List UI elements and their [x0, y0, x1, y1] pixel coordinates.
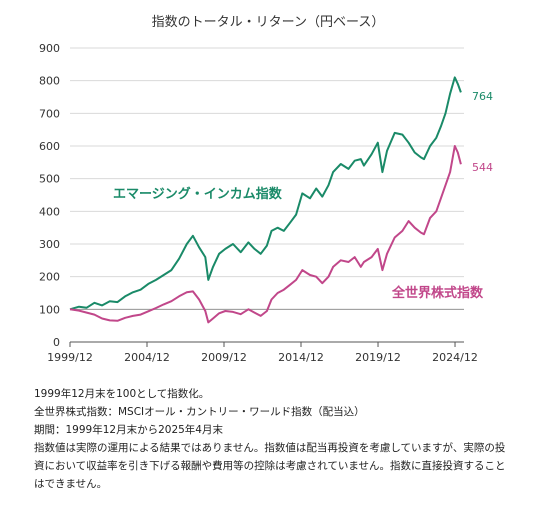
series-label-world-equity: 全世界株式指数: [391, 285, 484, 301]
x-tick-label: 2024/12: [432, 351, 478, 364]
y-tick-label: 700: [39, 107, 60, 120]
y-tick-label: 400: [39, 205, 60, 218]
y-tick-label: 200: [39, 271, 60, 284]
note-period: 期間：1999年12月末から2025年4月末: [34, 424, 223, 436]
gridlines: [70, 47, 464, 310]
series-label-emerging-income: エマージング・インカム指数: [113, 186, 283, 202]
series-lines: [69, 76, 462, 324]
chart-notes: 1999年12月末を100として指数化。 全世界株式指数：MSCIオール・カント…: [34, 385, 514, 493]
x-tick-label: 2009/12: [201, 351, 247, 364]
x-tick-label: 2004/12: [124, 351, 170, 364]
x-axis-ticks: 1999/12 2004/12 2009/12 2014/12 2019/12 2024/…: [47, 342, 478, 364]
series-line-emerging-income: [69, 76, 462, 311]
x-tick-label: 2014/12: [278, 351, 324, 364]
y-tick-label: 900: [39, 42, 60, 55]
end-value-world-equity: 544: [472, 161, 493, 174]
x-tick-label: 1999/12: [47, 351, 93, 364]
y-tick-label: 100: [39, 303, 60, 316]
y-tick-label: 800: [39, 75, 60, 88]
y-tick-label: 300: [39, 238, 60, 251]
y-axis-ticks: 0 100 200 300 400 500 600 700 800 900: [39, 42, 60, 349]
note-base: 1999年12月末を100として指数化。: [34, 388, 210, 400]
y-tick-label: 500: [39, 173, 60, 186]
note-disclaimer: 指数値は実際の運用による結果ではありません。指数値は配当再投資を考慮していますが…: [34, 442, 506, 490]
y-tick-label: 0: [53, 336, 60, 349]
x-tick-label: 2019/12: [355, 351, 401, 364]
line-chart: 指数のトータル・リターン（円ベース） 0 100 200 300 400 500 600 70…: [39, 15, 493, 364]
end-value-emerging-income: 764: [472, 90, 493, 103]
series-line-world-equity: [69, 145, 462, 324]
chart-title: 指数のトータル・リターン（円ベース）: [152, 15, 385, 30]
note-index-definition: 全世界株式指数：MSCIオール・カントリー・ワールド指数（配当込）: [34, 406, 365, 418]
y-tick-label: 600: [39, 140, 60, 153]
